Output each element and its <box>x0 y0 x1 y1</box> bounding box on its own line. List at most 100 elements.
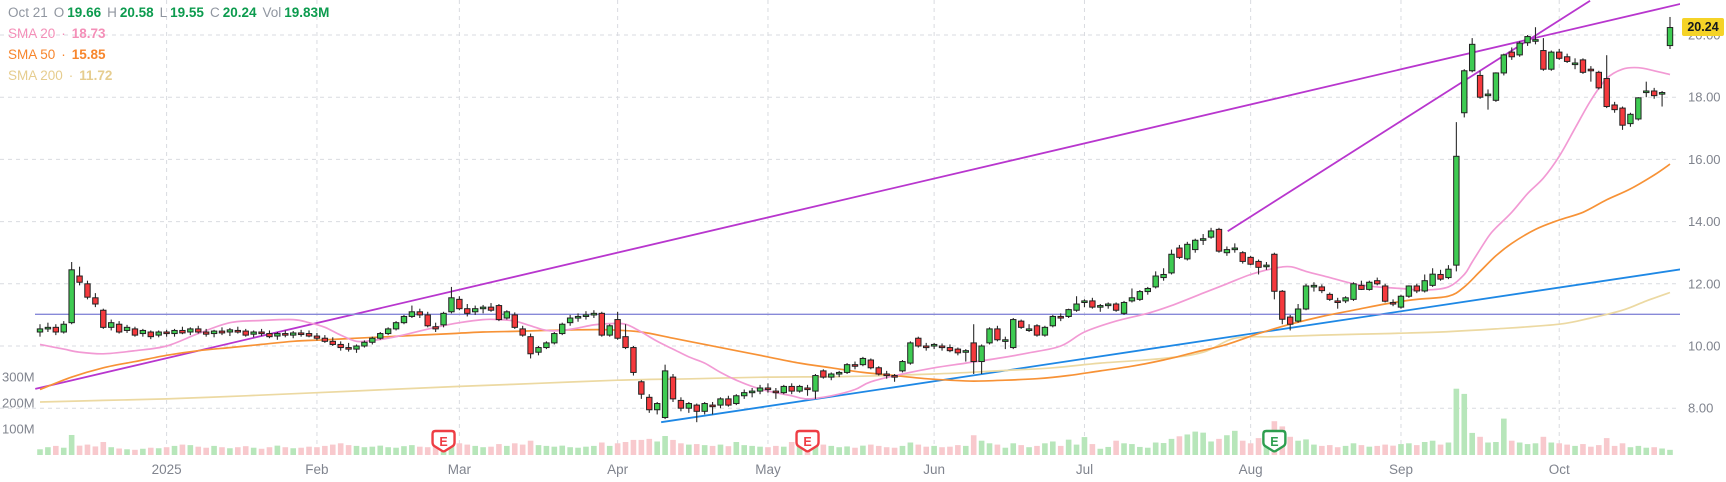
candle-up <box>1184 243 1191 260</box>
volume-bar <box>693 444 700 455</box>
volume-bar <box>1176 436 1183 455</box>
candle-up <box>440 312 447 326</box>
earnings-icon: E <box>795 429 820 453</box>
volume-bar <box>1532 443 1539 455</box>
volume-bar <box>1619 443 1626 455</box>
svg-text:18.00: 18.00 <box>1688 90 1721 105</box>
candle-down <box>709 404 716 408</box>
candle-up <box>1516 42 1523 56</box>
candle-down <box>638 381 645 395</box>
volume-bar <box>480 447 486 455</box>
volume-bar <box>203 447 209 455</box>
candle-up <box>1152 275 1159 288</box>
candle-up <box>1097 305 1104 308</box>
candle-down <box>100 309 107 328</box>
candle-up <box>1492 72 1500 101</box>
candle-down <box>677 399 685 409</box>
candle-down <box>1318 286 1326 292</box>
volume-bar <box>709 445 716 455</box>
volume-bar <box>92 446 99 455</box>
volume-bar <box>1572 445 1578 455</box>
volume-bar <box>84 444 91 455</box>
candle-up <box>1144 287 1151 293</box>
svg-text:May: May <box>755 462 781 477</box>
candle-up <box>1366 281 1373 290</box>
volume-bar <box>219 447 225 455</box>
volume-bar <box>179 444 186 455</box>
volume-bar <box>1651 447 1657 455</box>
candle-down <box>1089 300 1096 308</box>
candle-up <box>36 328 44 333</box>
candle-down <box>487 306 495 311</box>
volume-bar <box>875 445 882 455</box>
volume-bar <box>1501 418 1507 455</box>
volume-bar <box>298 447 304 455</box>
candle-up <box>1571 62 1579 66</box>
volume-bar <box>978 440 985 455</box>
candle-up <box>471 308 479 313</box>
volume-bar <box>583 446 589 455</box>
volume-bar <box>1224 435 1230 455</box>
candle-down <box>242 330 249 336</box>
volume-bar <box>1065 439 1072 455</box>
volume-bar <box>591 445 597 455</box>
candle-down <box>1271 253 1278 292</box>
candles <box>36 16 1674 423</box>
volume-bar <box>860 445 866 455</box>
candle-down <box>772 390 780 394</box>
candle-up <box>1342 297 1349 302</box>
volume-bar <box>282 447 289 455</box>
volume-bar <box>796 443 803 455</box>
candle-up <box>1302 285 1310 310</box>
volume-bar <box>250 447 257 455</box>
candle-up <box>400 315 408 324</box>
candle-up <box>1524 36 1531 44</box>
candle-down <box>923 345 930 349</box>
candle-down <box>163 331 170 335</box>
candle-up <box>835 371 843 375</box>
volume-bar <box>1232 430 1238 455</box>
candle-down <box>1619 107 1626 126</box>
candle-up <box>1635 97 1642 120</box>
volume-bar <box>76 445 83 455</box>
volume-bar <box>53 445 59 455</box>
volume-bar <box>329 444 336 455</box>
volume-bar <box>757 446 763 455</box>
volume-bar <box>907 442 914 455</box>
volume-bar <box>899 445 906 455</box>
candle-down <box>891 375 898 378</box>
volume-bar <box>100 442 107 455</box>
candle-up <box>756 387 764 392</box>
candle-down <box>1334 300 1341 304</box>
candle-down <box>1476 74 1484 98</box>
candle-down <box>1255 260 1262 268</box>
volume-bar <box>345 445 352 455</box>
candle-up <box>930 343 938 347</box>
volume-bar <box>45 447 51 455</box>
volume-bar <box>844 446 850 455</box>
candle-down <box>432 326 439 330</box>
volume-bar <box>1358 445 1365 455</box>
candle-up <box>123 326 131 331</box>
volume-bar <box>132 449 138 455</box>
earnings-icon: E <box>431 429 456 453</box>
volume-bar <box>662 436 668 455</box>
candle-down <box>820 370 827 378</box>
svg-text:Mar: Mar <box>448 462 472 477</box>
svg-text:Oct: Oct <box>1549 462 1570 477</box>
volume-bar <box>306 446 312 455</box>
candle-down <box>218 330 226 334</box>
volume-bar <box>955 445 961 455</box>
candle-down <box>622 336 629 349</box>
volume-bar <box>1326 445 1333 455</box>
candle-up <box>1128 297 1136 302</box>
candle-up <box>551 333 558 344</box>
candle-up <box>210 330 218 335</box>
candle-up <box>741 392 748 397</box>
volume-bar <box>725 446 732 455</box>
volume-bar <box>1216 438 1222 455</box>
candle-down <box>131 328 139 336</box>
volume-bar <box>931 445 937 455</box>
